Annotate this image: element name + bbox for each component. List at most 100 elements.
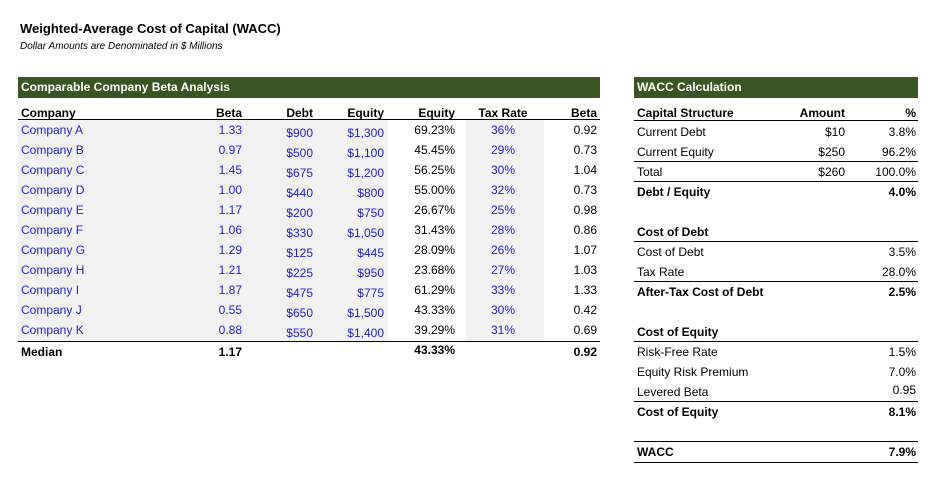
beta-cell-tax-rate: 29% <box>490 143 516 157</box>
beta-section-header: Comparable Company Beta Analysis <box>18 77 600 98</box>
col-header-company: Company <box>21 106 76 120</box>
beta-cell-equity-pct: 39.29% <box>414 323 455 337</box>
after-tax-cost-of-debt-value: 2.5% <box>888 285 916 299</box>
beta-cell-beta: 1.06 <box>218 223 242 237</box>
capital-row-pct: 96.2% <box>881 145 916 159</box>
median-beta: 1.17 <box>218 345 242 359</box>
capital-row-amount: $250 <box>818 145 845 159</box>
beta-cell-equity: $1,200 <box>347 166 384 180</box>
input-shade-block <box>18 120 388 341</box>
capital-row-label: Total <box>637 165 663 179</box>
capital-row-pct: 100.0% <box>875 165 916 179</box>
col-header-debt: Debt <box>286 106 313 120</box>
median-equity-pct: 43.33% <box>414 343 455 357</box>
beta-cell-tax-rate: 32% <box>490 183 516 197</box>
cost-of-debt-row-value: 28.0% <box>881 265 916 279</box>
cost-of-equity-row-value: 1.5% <box>888 345 916 359</box>
col-header-equity-pct: Equity <box>418 106 455 120</box>
beta-cell-beta: 1.00 <box>218 183 242 197</box>
pct-header: % <box>905 106 916 120</box>
page-title: Weighted-Average Cost of Capital (WACC) <box>20 21 281 36</box>
beta-cell-equity: $1,050 <box>347 226 384 240</box>
beta-cell-debt: $200 <box>286 206 313 220</box>
beta-cell-beta: 1.87 <box>218 283 242 297</box>
beta-cell-company: Company E <box>21 203 84 217</box>
beta-cell-beta: 0.97 <box>218 143 242 157</box>
beta-cell-debt: $440 <box>286 186 313 200</box>
beta-cell-company: Company F <box>21 223 84 237</box>
beta-cell-company: Company G <box>21 243 86 257</box>
beta-cell-debt: $650 <box>286 306 313 320</box>
beta-cell-tax-rate: 25% <box>490 203 516 217</box>
beta-cell-company: Company J <box>21 303 82 317</box>
beta-cell-company: Company K <box>21 323 84 337</box>
beta-cell-debt: $500 <box>286 146 313 160</box>
beta-cell-equity-pct: 23.68% <box>414 263 455 277</box>
beta-cell-beta: 0.88 <box>218 323 242 337</box>
beta-cell-unlevered-beta: 0.92 <box>573 123 597 137</box>
cost-of-equity-header: Cost of Equity <box>637 325 719 339</box>
wacc-total-label: WACC <box>637 445 674 459</box>
beta-cell-tax-rate: 26% <box>490 243 516 257</box>
beta-cell-beta: 1.21 <box>218 263 242 277</box>
cost-of-debt-row-label: Cost of Debt <box>637 245 704 259</box>
beta-cell-tax-rate: 28% <box>490 223 516 237</box>
capital-row-label: Current Debt <box>637 125 706 139</box>
beta-cell-equity: $1,400 <box>347 326 384 340</box>
beta-cell-unlevered-beta: 0.73 <box>573 183 597 197</box>
beta-cell-debt: $225 <box>286 266 313 280</box>
wacc-total-value: 7.9% <box>888 445 916 459</box>
beta-cell-company: Company I <box>21 283 80 297</box>
beta-cell-unlevered-beta: 0.98 <box>573 203 597 217</box>
cost-of-debt-row-label: Tax Rate <box>637 265 685 279</box>
beta-cell-beta: 1.45 <box>218 163 242 177</box>
beta-cell-tax-rate: 30% <box>490 303 516 317</box>
beta-cell-debt: $475 <box>286 286 313 300</box>
page-subtitle: Dollar Amounts are Denominated in $ Mill… <box>20 41 223 52</box>
beta-cell-unlevered-beta: 1.03 <box>573 263 597 277</box>
beta-cell-equity-pct: 45.45% <box>414 143 455 157</box>
beta-cell-equity: $445 <box>357 246 384 260</box>
wacc-section-header: WACC Calculation <box>634 77 918 98</box>
beta-cell-debt: $550 <box>286 326 313 340</box>
beta-cell-equity-pct: 26.67% <box>414 203 455 217</box>
beta-cell-tax-rate: 27% <box>490 263 516 277</box>
beta-cell-company: Company D <box>21 183 85 197</box>
beta-cell-equity-pct: 56.25% <box>414 163 455 177</box>
beta-cell-equity-pct: 55.00% <box>414 183 455 197</box>
debt-equity-label: Debt / Equity <box>637 185 711 199</box>
beta-cell-tax-rate: 33% <box>490 283 516 297</box>
beta-cell-beta: 1.29 <box>218 243 242 257</box>
beta-cell-debt: $330 <box>286 226 313 240</box>
beta-cell-beta: 0.55 <box>218 303 242 317</box>
cost-of-equity-result-label: Cost of Equity <box>637 405 719 419</box>
capital-row-label: Current Equity <box>637 145 714 159</box>
capital-structure-header: Capital Structure <box>637 106 734 120</box>
beta-cell-debt: $900 <box>286 126 313 140</box>
beta-cell-equity: $1,100 <box>347 146 384 160</box>
beta-cell-company: Company H <box>21 263 85 277</box>
capital-row-amount: $260 <box>818 165 845 179</box>
cost-of-equity-row-value: 7.0% <box>888 365 916 379</box>
beta-cell-equity: $1,300 <box>347 126 384 140</box>
beta-cell-company: Company B <box>21 143 84 157</box>
beta-cell-beta: 1.17 <box>218 203 242 217</box>
tax-rate-shade-block <box>466 120 544 341</box>
col-header-beta: Beta <box>215 106 242 120</box>
beta-cell-company: Company C <box>21 163 85 177</box>
cost-of-equity-row-label: Equity Risk Premium <box>637 365 749 379</box>
beta-cell-equity: $950 <box>357 266 384 280</box>
beta-cell-unlevered-beta: 0.86 <box>573 223 597 237</box>
median-unlevered-beta: 0.92 <box>573 345 597 359</box>
beta-cell-equity: $800 <box>357 186 384 200</box>
beta-cell-equity: $1,500 <box>347 306 384 320</box>
beta-cell-unlevered-beta: 0.42 <box>573 303 597 317</box>
beta-cell-equity-pct: 31.43% <box>414 223 455 237</box>
capital-row-pct: 3.8% <box>888 125 916 139</box>
col-header-equity: Equity <box>347 106 384 120</box>
beta-cell-equity-pct: 43.33% <box>414 303 455 317</box>
beta-cell-equity-pct: 61.29% <box>414 283 455 297</box>
beta-cell-company: Company A <box>21 123 84 137</box>
beta-cell-debt: $125 <box>286 246 313 260</box>
median-label: Median <box>21 345 63 359</box>
